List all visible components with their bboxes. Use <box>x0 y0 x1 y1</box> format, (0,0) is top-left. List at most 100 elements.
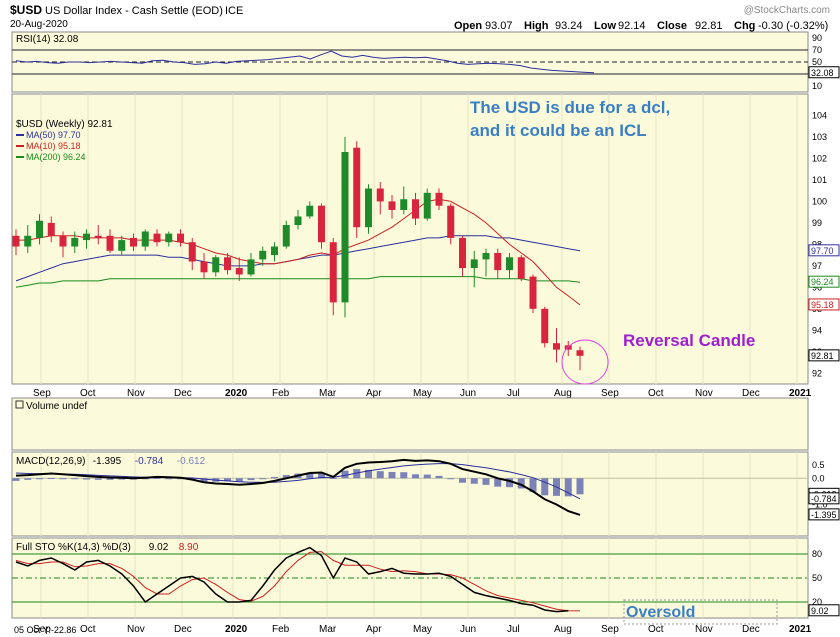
x-axis-label: Dec <box>174 388 192 399</box>
rsi-last-label-box <box>808 66 840 79</box>
macd-histogram-bar <box>153 477 161 479</box>
price-last-label: 95.18 <box>811 300 834 310</box>
candle-body <box>306 205 314 217</box>
price-last-label-box <box>808 275 840 288</box>
price-tick-label: 101 <box>812 175 827 185</box>
x-axis-label: Jul <box>507 624 520 635</box>
price-tick-label: 97 <box>812 261 822 271</box>
candle-body <box>365 188 372 228</box>
macd-histogram-bar <box>506 478 513 488</box>
reversal-candle-label: Reversal Candle <box>623 331 755 350</box>
macd-histogram-bar <box>470 478 478 484</box>
rsi-tick-label: 90 <box>812 33 822 43</box>
x-axis-labels-bottom: Sep Oct Nov Dec 2020 Feb Mar Apr May Jun Jul Aug Sep… <box>33 624 812 635</box>
candle-body <box>24 235 32 247</box>
macd-histogram-bar <box>282 475 290 479</box>
candle-body <box>529 276 537 309</box>
sto-k-line <box>15 546 569 613</box>
macd-histogram-bar <box>118 478 126 480</box>
macd-histogram-bar <box>235 478 243 482</box>
ohlc-label-low: Low <box>594 20 616 32</box>
macd-histogram-bar <box>353 469 361 479</box>
candle-body <box>259 250 267 260</box>
macd-histogram-bar <box>341 470 349 479</box>
price-last-label: 97.70 <box>811 246 834 256</box>
x-axis-label: Jul <box>507 388 520 399</box>
x-axis-label: Jun <box>460 388 476 399</box>
x-axis-label: Aug <box>554 624 572 635</box>
candle-body <box>423 192 431 219</box>
candle-body <box>235 268 243 275</box>
x-axis-label: 2020 <box>225 624 248 635</box>
candle-body <box>388 201 396 210</box>
ohlc-label-chg: Chg <box>734 20 755 32</box>
x-axis-label: Oct <box>80 624 96 635</box>
x-axis-label: 2020 <box>225 388 248 399</box>
rsi-last-label: 32.08 <box>811 68 834 78</box>
macd-histogram-bar <box>141 478 149 480</box>
sto-tick-label: 20 <box>812 597 822 607</box>
legend-entry: MA(10) 95.18 <box>26 141 81 151</box>
macd-last-label-box <box>808 492 840 505</box>
volume-title: Volume undef <box>26 401 87 412</box>
macd-histogram-bar <box>165 478 173 480</box>
macd-histogram-bar <box>12 478 20 481</box>
x-axis-label: Mar <box>319 624 337 635</box>
ohlc-readout: Open 93.07 High 93.24 Low 92.14 Close 92.81 Chg -… <box>454 20 828 32</box>
macd-title: MACD(12,26,9) <box>16 456 85 467</box>
chart-description: US Dollar Index - Cash Settle (EOD) <box>45 5 223 17</box>
macd-histogram-bar <box>259 478 267 480</box>
x-axis-label: Sep <box>33 388 51 399</box>
x-axis-label: Feb <box>272 388 290 399</box>
macd-tick-label: 0.0 <box>812 473 825 483</box>
candle-body <box>188 242 196 262</box>
macd-histogram-bar <box>400 472 408 479</box>
x-axis-label: Nov <box>127 388 145 399</box>
x-axis-label: Oct <box>80 388 96 399</box>
macd-histogram-bar <box>271 476 278 479</box>
macd-histogram-bar <box>376 471 384 479</box>
candle-body <box>83 233 90 241</box>
rsi-tick-label: 70 <box>812 45 822 55</box>
macd-histogram-bar <box>329 477 337 479</box>
macd-histogram-bar <box>177 478 184 480</box>
macd-histogram-bar <box>435 475 443 479</box>
legend-entry: MA(200) 96.24 <box>26 152 86 162</box>
chart-symbol: $USD <box>10 3 42 17</box>
candle-body <box>400 199 408 210</box>
price-tick-label: 100 <box>812 196 827 206</box>
candle-body <box>506 257 513 271</box>
price-tick-label: 104 <box>812 110 827 120</box>
macd-last-label: -0.784 <box>811 494 837 504</box>
x-axis-label: Feb <box>272 624 290 635</box>
oversold-box <box>623 599 778 625</box>
macd-line <box>15 458 581 516</box>
sto-title-value: 9.02 <box>149 542 169 553</box>
ohlc-label-open: Open <box>454 20 482 32</box>
price-tick-label: 99 <box>812 218 822 228</box>
macd-histogram-bar <box>412 474 419 479</box>
ma200-line <box>15 276 581 288</box>
macd-last-label: -1.395 <box>811 510 837 520</box>
candle-body <box>482 252 490 260</box>
candle-body <box>517 257 525 279</box>
x-axis-label: Oct <box>648 388 664 399</box>
ohlc-label-high: High <box>524 20 549 32</box>
price-last-label: 96.24 <box>811 277 834 287</box>
stochastic-panel: Full STO %K(14,3) %D(3) 9.02 8.908050209.0… <box>11 537 840 625</box>
macd-histogram-bar <box>423 474 431 479</box>
price-tick-label: 92 <box>812 368 822 378</box>
candle-body <box>212 257 220 273</box>
price-panel: 1041031021011009998979695949392$USD (Wee… <box>11 93 840 385</box>
ohlc-value-low: 92.14 <box>618 20 646 32</box>
volume-panel: Volume undef <box>11 397 809 451</box>
price-tick-label: 103 <box>812 132 827 142</box>
sto-title-value: 8.90 <box>179 542 199 553</box>
candle-body <box>412 199 419 219</box>
x-axis-label: Apr <box>366 624 382 635</box>
macd-histogram-bar <box>318 473 325 479</box>
macd-histogram-bar <box>541 478 549 496</box>
macd-histogram-bar <box>94 478 102 480</box>
macd-histogram-bar <box>459 478 466 483</box>
x-axis-label: Aug <box>554 388 572 399</box>
